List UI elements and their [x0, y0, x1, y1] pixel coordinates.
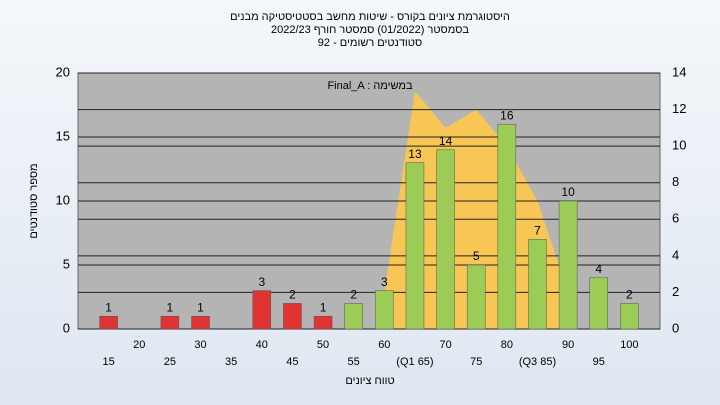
data-label: 3 — [381, 275, 388, 289]
bar — [283, 303, 302, 330]
y2-tick-label: 6 — [672, 211, 679, 226]
data-label: 2 — [626, 288, 633, 302]
bar — [313, 315, 333, 330]
x-axis-label: טווח ציונים — [345, 375, 394, 387]
annotation: Final_A : במשימה — [327, 80, 413, 92]
bar — [375, 290, 394, 330]
y2-tick-label: 10 — [672, 138, 686, 153]
y2-tick-label: 4 — [672, 247, 679, 262]
y-tick-label: 0 — [63, 320, 70, 335]
x-tick-label: 45 — [286, 356, 298, 368]
bar — [589, 277, 608, 330]
bar — [497, 123, 517, 330]
data-label: 1 — [105, 300, 112, 314]
x-tick-label: 50 — [317, 339, 329, 351]
y-axis-label: מספר סטודנטים — [28, 163, 40, 238]
y-tick-label: 20 — [56, 64, 70, 79]
x-tick-label: 40 — [256, 339, 268, 351]
data-label: 4 — [595, 262, 602, 276]
y2-tick-label: 2 — [672, 284, 679, 299]
bar — [252, 290, 272, 330]
bar — [436, 149, 455, 330]
data-label: 13 — [408, 147, 422, 161]
y-tick-label: 15 — [56, 128, 70, 143]
bar — [344, 303, 363, 330]
data-label: 10 — [561, 185, 575, 199]
data-label: 14 — [439, 134, 453, 148]
bar — [99, 315, 118, 330]
x-tick-label: 30 — [194, 339, 206, 351]
x-tick-label: 80 — [501, 339, 513, 351]
bar — [558, 200, 578, 330]
bar — [160, 315, 180, 330]
x-tick-label: 60 — [378, 339, 390, 351]
x-tick-label: 20 — [133, 339, 145, 351]
y-tick-label: 5 — [63, 256, 70, 271]
data-label: 1 — [320, 300, 327, 314]
data-label: 2 — [289, 288, 296, 302]
x-tick-label: (Q1 65) — [396, 356, 433, 368]
data-label: 1 — [167, 300, 174, 314]
y2-tick-label: 0 — [672, 320, 679, 335]
chart-subtitle: בסמסטר (01/2022) סמסטר חורף 2022/23 — [271, 24, 469, 36]
y-tick-label: 10 — [56, 192, 70, 207]
x-tick-label: 25 — [164, 356, 176, 368]
data-label: 16 — [500, 108, 514, 122]
data-label: 3 — [258, 275, 265, 289]
y2-tick-label: 12 — [672, 101, 686, 116]
data-label: 1 — [197, 300, 204, 314]
chart-subtitle: סטודנטים רשומים - 92 — [318, 37, 422, 49]
x-tick-label: 55 — [348, 356, 360, 368]
x-tick-label: 75 — [470, 356, 482, 368]
bar — [405, 162, 425, 330]
data-label: 7 — [534, 224, 541, 238]
bar — [528, 239, 547, 330]
chart-title: היסטוגרמת ציונים בקורס - שיטות מחשב בסטט… — [230, 11, 510, 23]
data-label: 2 — [350, 288, 357, 302]
x-tick-label: 70 — [439, 339, 451, 351]
x-tick-label: (Q3 85) — [519, 356, 556, 368]
bar — [466, 264, 486, 330]
bar — [191, 315, 210, 330]
x-tick-label: 95 — [593, 356, 605, 368]
x-tick-label: 15 — [103, 356, 115, 368]
y2-tick-label: 8 — [672, 174, 679, 189]
x-tick-label: 100 — [620, 339, 638, 351]
y2-tick-label: 14 — [672, 64, 686, 79]
bar — [620, 303, 639, 330]
x-tick-label: 35 — [225, 356, 237, 368]
data-label: 5 — [473, 249, 480, 263]
area — [384, 91, 569, 330]
x-tick-label: 90 — [562, 339, 574, 351]
